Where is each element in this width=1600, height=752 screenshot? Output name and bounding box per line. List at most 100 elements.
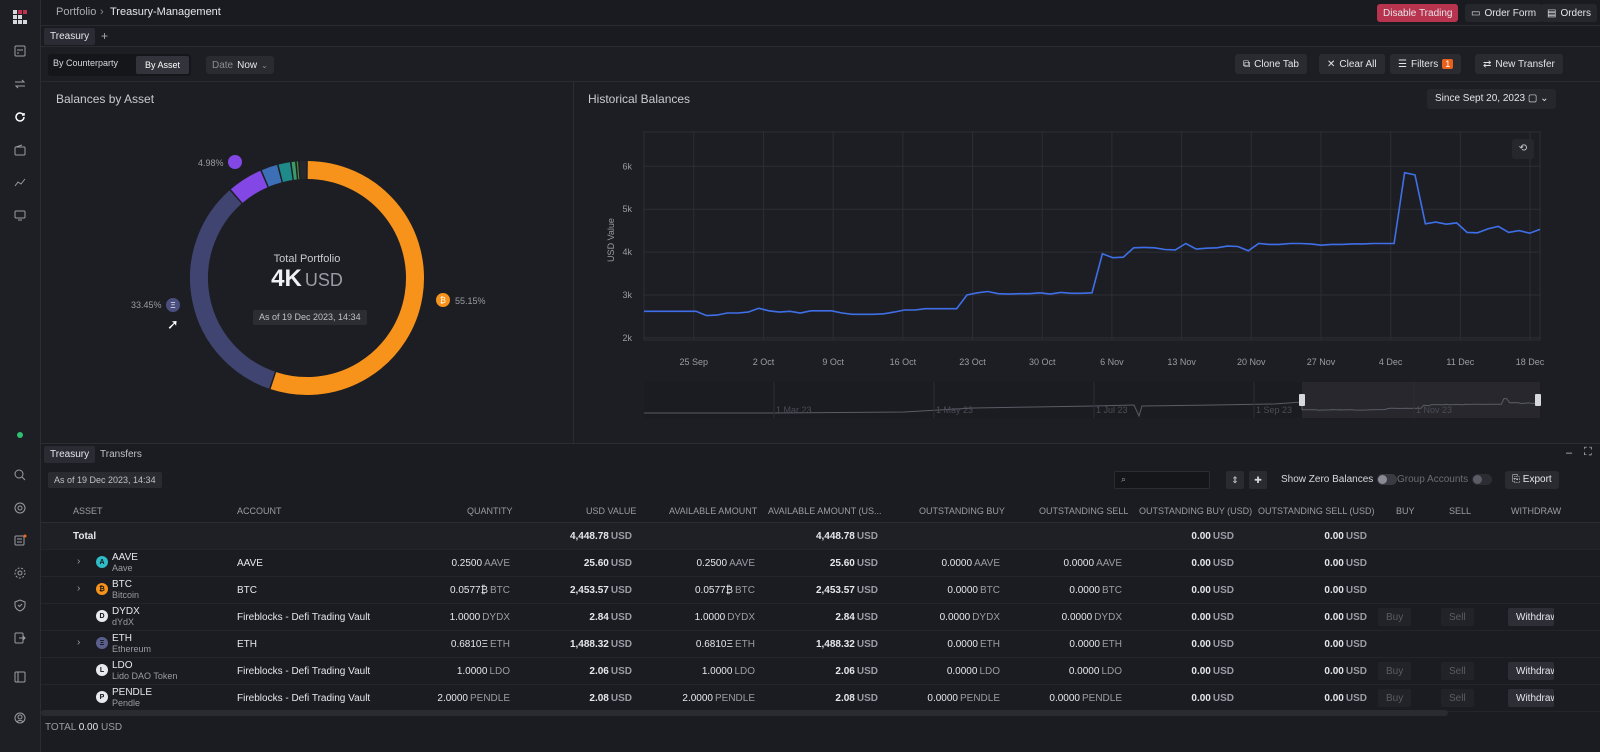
history-range-label: Since Sept 20, 2023 <box>1435 93 1526 104</box>
table-row[interactable]: › ₿ BTC Bitcoin BTC 0.0577₿ BTC 2,453.57 USD 0.05… <box>41 577 1600 604</box>
show-zero-toggle[interactable] <box>1377 474 1397 485</box>
breadcrumb-separator-icon: › <box>100 6 104 18</box>
horizontal-scrollbar[interactable] <box>41 710 1448 716</box>
nav-label-1: 1 May 23 <box>936 405 973 415</box>
orders-button[interactable]: ▤ Orders <box>1541 4 1598 22</box>
order-form-icon: ▭ <box>1471 7 1481 19</box>
reset-zoom-icon[interactable]: ⟲ <box>1512 139 1534 159</box>
usd-value: 25.60 USD <box>583 558 632 569</box>
col-outstanding-sell[interactable]: OUTSTANDING SELL <box>1039 506 1129 516</box>
tab-transfers[interactable]: Transfers <box>100 449 142 460</box>
nav-label-3: 1 Sep 23 <box>1256 405 1292 415</box>
footer-total: TOTAL 0.00 USD <box>45 722 122 733</box>
expand-row-icon[interactable]: › <box>77 637 81 648</box>
asset-icon: P <box>96 691 108 703</box>
buy-button[interactable]: Buy <box>1378 689 1412 707</box>
date-select[interactable]: Date Now ⌄ <box>206 56 274 74</box>
outstanding-sell: 0.0000 PENDLE <box>1049 693 1122 704</box>
order-form-button[interactable]: ▭ Order Form <box>1465 4 1543 22</box>
buy-button[interactable]: Buy <box>1378 608 1412 626</box>
clear-all-button[interactable]: ✕ Clear All <box>1319 54 1385 74</box>
withdraw-button[interactable]: Withdraw <box>1508 608 1554 626</box>
table-row[interactable]: › Ξ ETH Ethereum ETH 0.6810Ξ ETH 1,488.32 USD 0.6… <box>41 631 1600 658</box>
x-tick-9: 27 Nov <box>1307 357 1336 367</box>
footer-total-label: TOTAL <box>45 722 76 733</box>
fit-columns-icon[interactable]: ⇕ <box>1226 471 1244 489</box>
sell-button[interactable]: Sell <box>1441 608 1474 626</box>
history-line <box>644 171 1541 317</box>
col-available[interactable]: AVAILABLE AMOUNT <box>669 506 758 516</box>
shield-icon[interactable] <box>11 596 29 614</box>
expand-row-icon[interactable]: › <box>77 556 81 567</box>
col-outstanding-buy[interactable]: OUTSTANDING BUY <box>919 506 1005 516</box>
treasury-icon[interactable] <box>11 108 29 126</box>
app-logo[interactable] <box>11 8 29 26</box>
withdraw-button[interactable]: Withdraw <box>1508 689 1554 707</box>
col-sell[interactable]: SELL <box>1449 506 1472 516</box>
outstanding-sell: 0.0000 AAVE <box>1063 558 1122 569</box>
donut-center-value: 4K <box>271 265 302 292</box>
maximize-icon[interactable]: ⛶ <box>1584 446 1592 458</box>
by-asset-toggle[interactable]: By Asset <box>136 56 190 74</box>
sell-button[interactable]: Sell <box>1441 689 1474 707</box>
table-row[interactable]: D DYDX dYdX Fireblocks - Defi Trading Vault… <box>41 604 1600 631</box>
table-row[interactable]: › A AAVE Aave AAVE 0.2500 AAVE 25.60 USD 0.2500 AA… <box>41 550 1600 577</box>
sell-button[interactable]: Sell <box>1441 662 1474 680</box>
table-search-input[interactable]: ⌕ <box>1114 471 1210 489</box>
dashboard-icon[interactable] <box>11 42 29 60</box>
monitor-icon[interactable] <box>11 206 29 224</box>
tab-treasury-bottom[interactable]: Treasury <box>44 446 96 463</box>
table-row[interactable]: L LDO Lido DAO Token Fireblocks - Defi Trad… <box>41 658 1600 685</box>
outstanding-sell-usd: 0.00 USD <box>1324 585 1367 596</box>
account-icon[interactable] <box>11 709 29 727</box>
col-available-usd[interactable]: AVAILABLE AMOUNT (US... <box>768 506 882 516</box>
outstanding-buy: 0.0000 ETH <box>947 639 1000 650</box>
filters-button[interactable]: ☰ Filters 1 <box>1390 54 1462 74</box>
add-tab-button[interactable]: + <box>101 29 109 43</box>
outstanding-sell-usd: 0.00 USD <box>1324 639 1367 650</box>
settings-icon[interactable] <box>11 564 29 582</box>
buy-button[interactable]: Buy <box>1378 662 1412 680</box>
other-asset-icon <box>228 155 242 169</box>
clone-tab-label: Clone Tab <box>1254 58 1299 70</box>
col-account[interactable]: ACCOUNT <box>237 506 282 516</box>
outstanding-buy: 0.0000 AAVE <box>941 558 1000 569</box>
history-range-select[interactable]: Since Sept 20, 2023 ▢ ⌄ <box>1427 89 1557 109</box>
expand-row-icon[interactable]: › <box>77 583 81 594</box>
search-icon[interactable] <box>11 466 29 484</box>
logout-icon[interactable] <box>11 629 29 647</box>
filters-count-badge: 1 <box>1442 59 1454 69</box>
clone-tab-button[interactable]: ⧉ Clone Tab <box>1235 54 1307 74</box>
export-button[interactable]: ⎘ Export <box>1505 471 1559 489</box>
news-icon[interactable] <box>11 531 29 549</box>
disable-trading-button[interactable]: Disable Trading <box>1377 4 1459 22</box>
outstanding-sell-usd: 0.00 USD <box>1324 612 1367 623</box>
col-withdraw[interactable]: WITHDRAW <box>1511 506 1562 516</box>
table-row[interactable]: P PENDLE Pendle Fireblocks - Defi Trading V… <box>41 685 1600 712</box>
col-usd-value[interactable]: USD VALUE <box>586 506 637 516</box>
col-quantity[interactable]: QUANTITY <box>467 506 513 516</box>
new-transfer-button[interactable]: ⇄ New Transfer <box>1475 54 1563 74</box>
transfer-icon[interactable] <box>11 75 29 93</box>
col-outstanding-sell-usd[interactable]: OUTSTANDING SELL (USD) <box>1258 506 1375 516</box>
col-asset[interactable]: ASSET <box>73 506 103 516</box>
sidebar-toggle-icon[interactable] <box>11 668 29 686</box>
support-icon[interactable] <box>11 499 29 517</box>
available-amount: 0.2500 AAVE <box>696 558 755 569</box>
withdraw-button[interactable]: Withdraw <box>1508 662 1554 680</box>
expand-columns-icon[interactable]: ✚ <box>1249 471 1267 489</box>
tab-treasury[interactable]: Treasury <box>44 28 96 45</box>
chart-icon[interactable] <box>11 173 29 191</box>
minimize-icon[interactable]: – <box>1566 447 1573 459</box>
outstanding-sell: 0.0000 ETH <box>1069 639 1122 650</box>
account-name: BTC <box>237 585 257 596</box>
asset-symbol: ETH <box>112 633 132 644</box>
group-accounts-toggle[interactable] <box>1472 474 1492 485</box>
x-tick-11: 11 Dec <box>1446 357 1474 367</box>
by-counterparty-toggle[interactable]: By Counterparty <box>53 58 119 68</box>
wallet-icon[interactable] <box>11 141 29 159</box>
col-outstanding-buy-usd[interactable]: OUTSTANDING BUY (USD) <box>1139 506 1253 516</box>
usd-value: 1,488.32 USD <box>569 639 632 650</box>
breadcrumb-parent[interactable]: Portfolio <box>56 6 97 18</box>
col-buy[interactable]: BUY <box>1396 506 1415 516</box>
